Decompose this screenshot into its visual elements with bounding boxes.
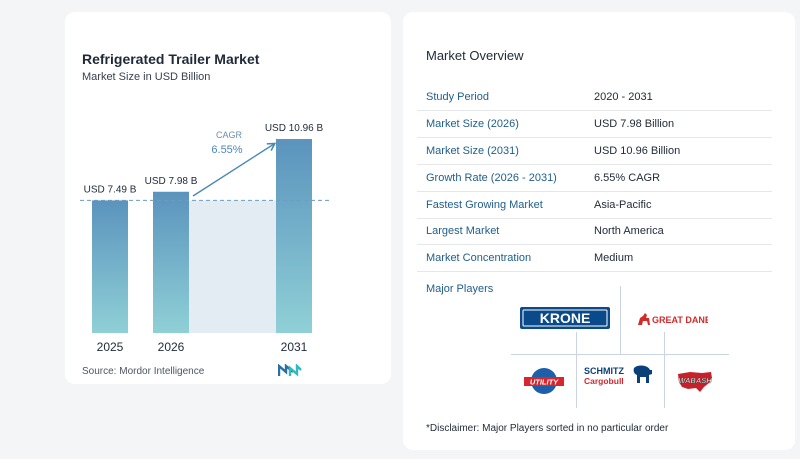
- krone-logo: KRONE: [520, 307, 610, 329]
- overview-row: Growth Rate (2026 - 2031) 6.55% CAGR: [417, 165, 772, 192]
- overview-label: Fastest Growing Market: [426, 199, 543, 211]
- players-divider: [664, 332, 665, 408]
- overview-value: Medium: [594, 252, 634, 264]
- cagr-arrow: [192, 142, 277, 197]
- disclaimer: *Disclaimer: Major Players sorted in no …: [426, 423, 669, 434]
- bar-value-label: USD 10.96 B: [265, 123, 324, 134]
- bar-value-label: USD 7.98 B: [145, 176, 198, 187]
- krone-logo-text: KRONE: [540, 310, 591, 326]
- overview-row: Market Size (2026) USD 7.98 Billion: [417, 111, 772, 138]
- bar-2031: [276, 139, 312, 333]
- bar-2025: [92, 200, 128, 333]
- overview-row: Study Period 2020 - 2031: [417, 84, 772, 111]
- schmitz-cargobull-logo: SCHMITZ Cargobull: [582, 362, 656, 392]
- overview-label: Market Size (2031): [426, 145, 519, 157]
- x-tick-label: 2025: [97, 340, 124, 354]
- x-tick-label: 2026: [158, 340, 185, 354]
- overview-row: Largest Market North America: [417, 218, 772, 245]
- overview-row: Fastest Growing Market Asia-Pacific: [417, 192, 772, 219]
- bar-chart: USD 7.49 B USD 7.98 B USD 10.96 B 2025 2026 2…: [80, 123, 330, 354]
- cagr-label: CAGR: [216, 130, 243, 140]
- overview-label: Study Period: [426, 91, 489, 103]
- overview-label: Largest Market: [426, 225, 500, 237]
- wabash-logo-text: WABASH: [678, 376, 712, 385]
- bar-2026: [153, 191, 189, 333]
- great-dane-logo-icon: GREAT DANE: [638, 313, 708, 325]
- major-players-label: Major Players: [426, 283, 494, 295]
- overview-value: 6.55% CAGR: [594, 172, 661, 184]
- overview-value: USD 7.98 Billion: [594, 118, 675, 130]
- utility-logo-icon: UTILITY: [524, 368, 564, 394]
- mordor-logo-icon: [278, 364, 302, 377]
- chart-title: Refrigerated Trailer Market: [82, 51, 260, 67]
- players-divider: [620, 286, 621, 354]
- utility-logo: UTILITY: [522, 366, 566, 396]
- cargobull-logo-text: Cargobull: [584, 376, 624, 386]
- schmitz-logo-text: SCHMITZ: [584, 366, 624, 376]
- overview-value: USD 10.96 Billion: [594, 145, 681, 157]
- overview-label: Market Size (2026): [426, 118, 519, 130]
- schmitz-cargobull-logo-icon: SCHMITZ Cargobull: [584, 365, 652, 386]
- overview-value: 2020 - 2031: [594, 91, 653, 103]
- great-dane-logo-text: GREAT DANE: [652, 315, 708, 325]
- overview-label: Growth Rate (2026 - 2031): [426, 172, 557, 184]
- overview-row: Market Concentration Medium: [417, 245, 772, 272]
- players-divider: [511, 354, 729, 355]
- x-tick-label: 2031: [281, 340, 308, 354]
- overview-value: Asia-Pacific: [594, 199, 652, 211]
- wabash-logo: WABASH: [674, 368, 716, 396]
- krone-logo-icon: KRONE: [520, 307, 610, 329]
- growth-band: [189, 200, 276, 333]
- cagr-value: 6.55%: [211, 144, 242, 156]
- wabash-logo-icon: WABASH: [678, 372, 712, 392]
- overview-label: Market Concentration: [426, 252, 532, 264]
- overview-row: Market Size (2031) USD 10.96 Billion: [417, 138, 772, 165]
- overview-value: North America: [594, 225, 664, 237]
- bar-value-label: USD 7.49 B: [84, 184, 137, 195]
- utility-logo-text: UTILITY: [530, 378, 559, 387]
- overview-title: Market Overview: [426, 48, 524, 63]
- players-divider: [576, 332, 577, 408]
- overview-card: [403, 12, 795, 450]
- chart-subtitle: Market Size in USD Billion: [82, 71, 211, 83]
- source-note: Source: Mordor Intelligence: [82, 366, 205, 377]
- great-dane-logo: GREAT DANE: [636, 309, 708, 329]
